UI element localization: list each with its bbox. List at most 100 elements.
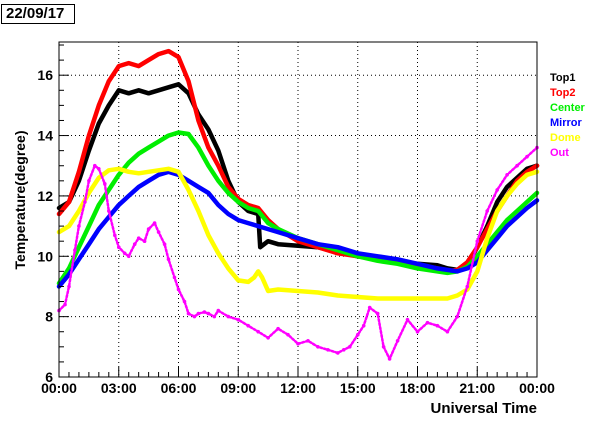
data-point-top1: [258, 245, 262, 249]
data-point-out: [276, 326, 280, 331]
data-point-out: [73, 248, 77, 252]
data-point-center: [196, 146, 200, 150]
legend: Top1 Top2 Center Mirror Dome Out: [550, 72, 586, 159]
data-point-mirror: [396, 257, 400, 261]
data-point-out: [77, 224, 81, 228]
data-point-out: [107, 209, 111, 213]
data-point-out: [192, 314, 197, 319]
data-point-mirror: [117, 203, 121, 207]
data-point-top2: [216, 164, 220, 168]
data-point-center: [416, 266, 419, 270]
data-point-center: [505, 218, 509, 222]
data-point-mirror: [505, 224, 509, 228]
data-point-out: [296, 342, 300, 346]
data-point-out: [226, 314, 231, 319]
data-point-top1: [266, 239, 270, 243]
x-tick-label: 15:00: [340, 380, 376, 396]
data-point-dome: [246, 280, 250, 284]
data-point-out: [306, 339, 310, 343]
data-point-out: [405, 317, 410, 322]
y-tick-label: 6: [45, 369, 53, 385]
data-point-center: [137, 152, 141, 156]
x-tick-label: 18:00: [400, 380, 436, 396]
data-point-top2: [137, 64, 141, 68]
data-point-dome: [206, 233, 210, 237]
data-point-top1: [505, 185, 509, 189]
series-line-mirror: [56, 169, 540, 289]
x-tick-label: 03:00: [101, 380, 137, 396]
data-point-dome: [147, 170, 151, 174]
data-point-out: [83, 200, 87, 204]
legend-entry-dome: Dome: [550, 132, 581, 144]
data-point-out: [495, 188, 500, 192]
data-point-top1: [97, 122, 101, 125]
data-point-out: [182, 299, 187, 304]
data-point-dome: [495, 209, 499, 213]
data-point-mirror: [515, 215, 519, 219]
x-axis-label: Universal Time: [431, 400, 537, 417]
data-point-mirror: [356, 251, 360, 255]
data-point-out: [136, 236, 141, 240]
data-point-top1: [177, 82, 180, 86]
data-point-top1: [495, 200, 499, 204]
data-point-mirror: [266, 227, 270, 231]
y-tick-label: 16: [37, 67, 53, 83]
data-point-top1: [276, 242, 280, 246]
data-point-dome: [157, 168, 161, 172]
data-point-top2: [187, 79, 190, 83]
data-point-dome: [266, 289, 270, 293]
data-point-dome: [236, 278, 240, 282]
data-point-top1: [167, 85, 170, 89]
data-point-dome: [515, 182, 519, 186]
data-point-mirror: [296, 236, 300, 240]
data-point-dome: [77, 209, 81, 213]
data-point-mirror: [226, 212, 230, 216]
data-point-center: [187, 132, 190, 136]
data-point-mirror: [525, 206, 529, 210]
data-point-top1: [296, 244, 300, 248]
data-point-out: [326, 348, 330, 352]
data-point-center: [177, 131, 180, 134]
data-point-dome: [376, 297, 380, 300]
data-point-top2: [117, 64, 121, 68]
data-point-center: [87, 224, 91, 228]
data-point-mirror: [256, 224, 260, 228]
data-point-mirror: [316, 242, 320, 246]
legend-entry-top1: Top1: [550, 72, 575, 84]
data-point-center: [67, 266, 71, 270]
data-point-mirror: [97, 227, 101, 231]
data-point-top1: [137, 88, 141, 92]
data-point-out: [93, 163, 97, 168]
data-point-center: [236, 200, 240, 204]
data-point-out: [176, 287, 181, 292]
data-point-dome: [316, 291, 320, 294]
data-point-out: [515, 163, 519, 168]
data-point-out: [172, 275, 177, 280]
data-point-out: [395, 339, 400, 343]
data-point-mirror: [336, 245, 340, 249]
data-point-out: [425, 320, 430, 325]
data-point-center: [77, 245, 81, 249]
data-point-out: [206, 311, 211, 316]
data-point-dome: [525, 173, 529, 177]
data-point-out: [103, 182, 107, 186]
data-point-center: [525, 200, 529, 204]
data-point-out: [146, 227, 151, 231]
data-point-out: [465, 284, 470, 289]
data-point-out: [113, 233, 117, 237]
data-point-center: [167, 134, 170, 138]
data-point-center: [475, 254, 479, 258]
data-point-out: [375, 311, 380, 316]
data-point-dome: [505, 194, 509, 198]
data-point-top2: [107, 79, 111, 83]
data-point-center: [97, 203, 101, 207]
data-point-out: [316, 345, 320, 349]
data-point-out: [348, 345, 352, 349]
data-point-out: [336, 351, 340, 355]
data-point-out: [361, 323, 366, 328]
y-tick-label: 10: [37, 248, 53, 264]
y-tick-label: 8: [45, 309, 53, 325]
data-point-mirror: [495, 236, 499, 240]
data-point-top1: [206, 128, 210, 131]
